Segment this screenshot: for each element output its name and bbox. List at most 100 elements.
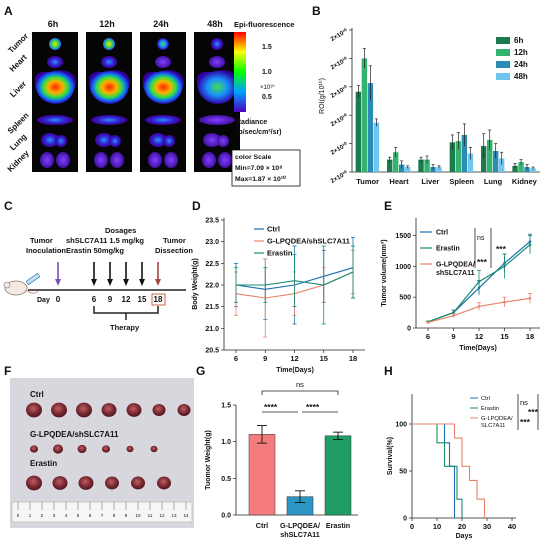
dose-arrow-head	[155, 279, 161, 286]
radiance-unit: (p/sec/cm²/sr)	[236, 129, 282, 136]
g-sig-right: ****	[306, 402, 320, 412]
panel-c: C Tumor Inoculation Dosages shSLC7A11 1.…	[3, 199, 193, 332]
kidney-signal	[110, 152, 124, 168]
g-y-tick-label: 0.5	[221, 476, 231, 483]
e-legend-treat-1: G-LPQDEA/	[436, 262, 475, 269]
b-legend-label-12h: 12h	[514, 48, 528, 57]
b-y-tick-label: 2×10¹⁰	[329, 169, 349, 185]
e-x-tick-label: 6	[426, 332, 430, 341]
h-x-ticks: 0 10 20 30 40	[410, 518, 516, 531]
b-bar-tumor-48h	[373, 122, 380, 172]
b-bar-spleen-12h	[455, 141, 462, 172]
tumor-dissection-line2: Dissection	[155, 246, 193, 255]
h-y-tick-label: 100	[395, 422, 407, 429]
b-legend-swatch-24h	[496, 61, 510, 68]
e-y-ticks: 0 500 1000 1500	[395, 233, 416, 333]
g-sig-top: ns	[296, 380, 304, 389]
organ-label-kidney: Kidney	[6, 148, 32, 174]
d-y-tick-label: 22.5	[205, 261, 219, 268]
panel-label-b: B	[312, 4, 321, 18]
dosages-title: Dosages	[105, 226, 136, 235]
spleen-signal	[199, 115, 235, 125]
b-y-ticks: 2×10¹⁰ 2×10¹⁰ 2×10¹⁰ 2×10¹⁰ 2×10¹⁰ 2×10¹⁰	[329, 27, 352, 185]
g-cat-treat-2: shSLC7A11	[280, 530, 320, 539]
h-y-tick-label: 50	[399, 469, 407, 476]
e-y-axis-label: Tumor volume(mm³)	[381, 239, 388, 306]
g-cat-treat-1: G-LPQDEA/	[280, 521, 320, 530]
tumor-sample	[131, 476, 145, 490]
colorbar-tick-2: 1.0	[262, 69, 272, 76]
day-18: 18	[154, 295, 163, 304]
day-label: Day	[37, 297, 50, 304]
g-bar-0	[248, 434, 276, 516]
f-label-erastin: Erastin	[30, 459, 57, 468]
ruler-tick-label: 6	[89, 513, 92, 518]
dissection-day-box	[151, 293, 166, 306]
dose-arrow-head	[55, 279, 61, 286]
liver-signal	[196, 70, 238, 104]
lung-signal	[217, 135, 229, 147]
b-legend-swatch-48h	[496, 73, 510, 80]
colorbar-title: Epi-fluorescence	[234, 20, 294, 29]
kidney-signal	[94, 152, 108, 168]
panel-label-f: F	[4, 364, 11, 378]
e-legend: Ctrl Erastin G-LPQDEA/ shSLC7A11	[420, 230, 475, 277]
d-x-tick-label: 15	[320, 354, 328, 363]
h-legend-erastin: Erastin	[481, 406, 499, 412]
dose-arrow-head	[123, 279, 129, 286]
lung-signal	[109, 135, 121, 147]
b-bar-lung-12h	[487, 139, 493, 172]
h-x-tick-label: 30	[483, 522, 491, 531]
e-y-tick-label: 1500	[395, 233, 411, 240]
day-15: 15	[138, 295, 147, 304]
heart-signal	[47, 56, 63, 68]
b-legend-label-6h: 6h	[514, 36, 523, 45]
e-x-tick-label: 12	[475, 332, 483, 341]
tumor-sample	[78, 476, 94, 490]
tumor-sample	[126, 403, 142, 417]
panel-label-a: A	[4, 4, 13, 18]
organ-label-heart: Heart	[8, 53, 29, 74]
h-sig-1: ***	[520, 417, 531, 427]
tumor-sample	[26, 402, 42, 418]
tumor-signal	[49, 38, 61, 50]
panel-g: G 0.0 0.5 1.0 1.5 ns **** **** Ctrl G-LPQDE…	[196, 364, 358, 539]
colorbar	[234, 32, 246, 112]
b-bars	[355, 48, 536, 172]
e-y-tick-label: 1000	[395, 264, 411, 271]
h-legend: Ctrl Erastin G-LPQDEA/ SLC7A11	[470, 396, 513, 429]
g-y-ticks: 0.0 0.5 1.0 1.5	[221, 403, 236, 520]
tumor-dissection-line1: Tumor	[163, 236, 186, 245]
color-scale-box	[231, 149, 301, 187]
e-point	[452, 311, 455, 314]
mouse-illustration	[3, 280, 39, 296]
d-x-tick-label: 18	[349, 354, 357, 363]
kidney-signal	[56, 152, 70, 168]
d-y-tick-label: 23.0	[205, 239, 219, 246]
day-6: 6	[92, 295, 97, 304]
color-scale-title: color Scale	[235, 154, 271, 161]
b-bar-spleen-48h	[467, 153, 474, 172]
b-legend-swatch-6h	[496, 37, 510, 44]
b-x-label-lung: Lung	[484, 177, 503, 186]
panel-b: B 2×10¹⁰ 2×10¹⁰ 2×10¹⁰ 2×10¹⁰ 2×10¹⁰ 2×10¹⁰ R…	[312, 4, 540, 186]
tumor-sample	[53, 444, 63, 454]
ruler-tick-label: 7	[101, 513, 104, 518]
tumor-sample	[77, 444, 87, 454]
kidney-signal	[148, 152, 162, 168]
tumor-signal	[211, 38, 223, 50]
e-legend-ctrl: Ctrl	[436, 230, 448, 237]
b-y-tick-label: 2×10¹⁰	[329, 84, 349, 100]
b-bar-kidney-6h	[512, 165, 518, 172]
ruler-tick-label: 3	[53, 513, 56, 518]
g-y-tick-label: 1.5	[221, 403, 231, 410]
organ-label-spleen: Spleen	[6, 111, 31, 136]
tumor-sample	[102, 445, 110, 453]
b-bar-heart-48h	[405, 167, 411, 172]
e-point	[452, 314, 455, 317]
b-x-label-spleen: Spleen	[449, 177, 474, 186]
b-bar-lung-24h	[493, 151, 499, 172]
h-sig-ns: ns	[520, 398, 528, 407]
